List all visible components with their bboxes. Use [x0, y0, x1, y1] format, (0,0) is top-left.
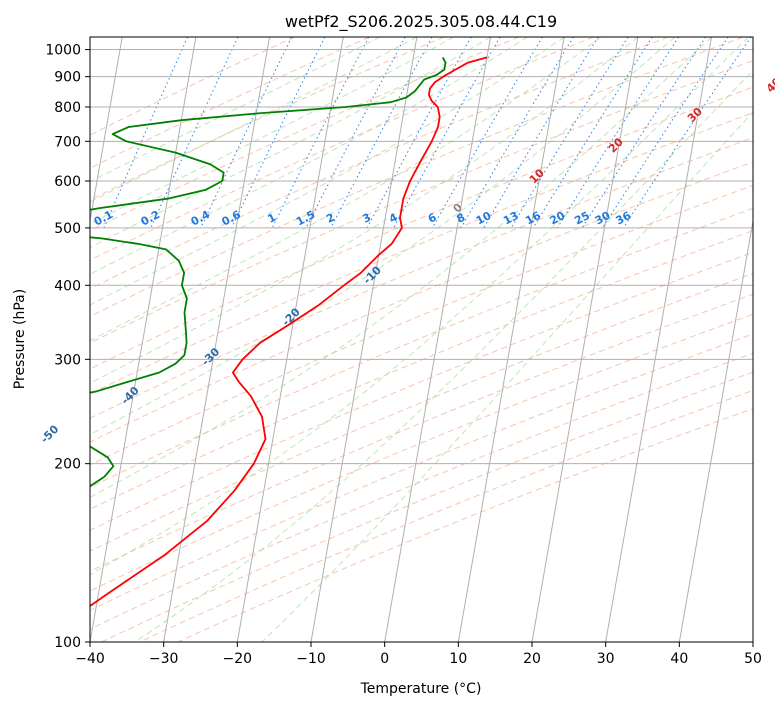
dry-adiabat-line	[90, 272, 753, 552]
isotherm-label: -50	[38, 422, 61, 445]
dry-adiabat-line	[90, 251, 753, 531]
dry-adiabat-line	[101, 371, 753, 642]
moist-adiabat-line	[90, 37, 528, 275]
mixing-ratio-line	[460, 37, 574, 229]
isotherm-line	[384, 37, 492, 642]
moist-adiabat-line	[90, 37, 639, 384]
y-tick-label: 700	[54, 134, 81, 150]
x-axis-title: Temperature (°C)	[360, 681, 482, 697]
chart-title: wetPf2_S206.2025.305.08.44.C19	[285, 12, 557, 32]
mixing-ratio-label: 36	[614, 209, 634, 228]
moist-adiabat-line	[90, 37, 565, 306]
background-lines	[90, 37, 753, 642]
isotherm-line	[90, 37, 197, 642]
mixing-ratio-label: 16	[523, 209, 543, 228]
x-tick-label: −40	[75, 651, 105, 667]
x-tick-label: 30	[597, 651, 615, 667]
mixing-ratio-line	[366, 37, 472, 229]
y-tick-label: 500	[54, 221, 81, 237]
y-tick-label: 400	[54, 278, 81, 294]
mixing-ratio-label: 13	[501, 209, 521, 228]
isotherm-line	[678, 218, 753, 642]
isotherm-line	[310, 37, 418, 642]
y-tick-label: 200	[54, 457, 81, 473]
isotherm-line	[236, 37, 344, 642]
plot-area	[90, 37, 753, 642]
mixing-ratio-line	[393, 37, 501, 229]
mixing-ratio-line	[305, 37, 406, 229]
dry-adiabat-line	[90, 137, 753, 419]
y-tick-label: 800	[54, 100, 81, 116]
y-tick-label: 1000	[45, 43, 81, 59]
mixing-ratio-line	[103, 37, 189, 229]
temperature-profile-line	[90, 56, 488, 608]
isotherm-line	[531, 37, 639, 642]
dry-adiabat-line	[90, 60, 753, 344]
moist-adiabat-line	[90, 37, 712, 498]
x-tick-label: 50	[744, 651, 762, 667]
moist-adiabat-line	[90, 37, 749, 576]
isotherm-line	[457, 37, 565, 642]
dry-adiabat-line	[90, 86, 753, 370]
mixing-ratio-line	[200, 37, 293, 229]
mixing-ratio-label: 20	[548, 209, 568, 228]
dry-adiabat-line	[90, 161, 753, 443]
dry-adiabat-line	[90, 333, 753, 611]
x-tick-label: 40	[670, 651, 688, 667]
dry-adiabat-line	[90, 313, 753, 592]
y-axis-title: Pressure (hPa)	[12, 289, 28, 389]
isotherm-line	[90, 37, 123, 224]
dry-adiabat-line	[139, 389, 753, 642]
moist-adiabat-line	[90, 37, 381, 183]
mixing-ratio-label: 25	[572, 209, 592, 228]
isotherm-line	[605, 37, 713, 642]
mixing-ratio-line	[556, 37, 680, 229]
axes: −40 −30 −20 −10 0 10 20 30 40 50 100 200 300 400 500 60…	[45, 43, 762, 667]
y-tick-label: 100	[54, 635, 81, 651]
dry-adiabat-line	[90, 230, 753, 510]
x-tick-label: 0	[380, 651, 389, 667]
mixing-ratio-label: 10	[474, 209, 494, 228]
x-tick-label: −20	[223, 651, 253, 667]
dry-adiabat-line	[90, 37, 594, 261]
x-tick-label: 20	[523, 651, 541, 667]
y-tick-label: 900	[54, 70, 81, 86]
x-tick-label: 10	[449, 651, 467, 667]
isotherm-line	[752, 639, 753, 642]
moist-adiabat-line	[90, 37, 491, 249]
moist-adiabat-line	[134, 69, 753, 642]
y-tick-label: 600	[54, 174, 81, 190]
moist-adiabat-line	[90, 37, 602, 342]
dry-adiabat-line	[90, 37, 370, 169]
isotherm-label: 40	[764, 75, 775, 95]
plot-frame	[89, 36, 754, 643]
mixing-ratio-line	[432, 37, 543, 229]
sounding-profiles	[90, 56, 488, 608]
x-tick-label: −30	[149, 651, 179, 667]
x-tick-label: −10	[296, 651, 326, 667]
dry-adiabat-line	[177, 408, 753, 642]
mixing-ratio-line	[330, 37, 433, 229]
mixing-ratio-label: 30	[593, 209, 613, 228]
dry-adiabat-line	[90, 112, 753, 395]
moist-adiabat-line	[90, 37, 676, 436]
mixing-ratio-line	[581, 37, 707, 229]
dry-adiabat-line	[90, 352, 753, 630]
dry-adiabat-line	[90, 37, 519, 232]
dry-adiabat-line	[90, 293, 753, 572]
dry-adiabat-line	[90, 207, 753, 488]
mixing-ratio-line	[483, 37, 599, 229]
mixing-ratio-line	[532, 37, 653, 229]
dewpoint-profile-line	[90, 56, 447, 488]
y-tick-label: 300	[54, 352, 81, 368]
